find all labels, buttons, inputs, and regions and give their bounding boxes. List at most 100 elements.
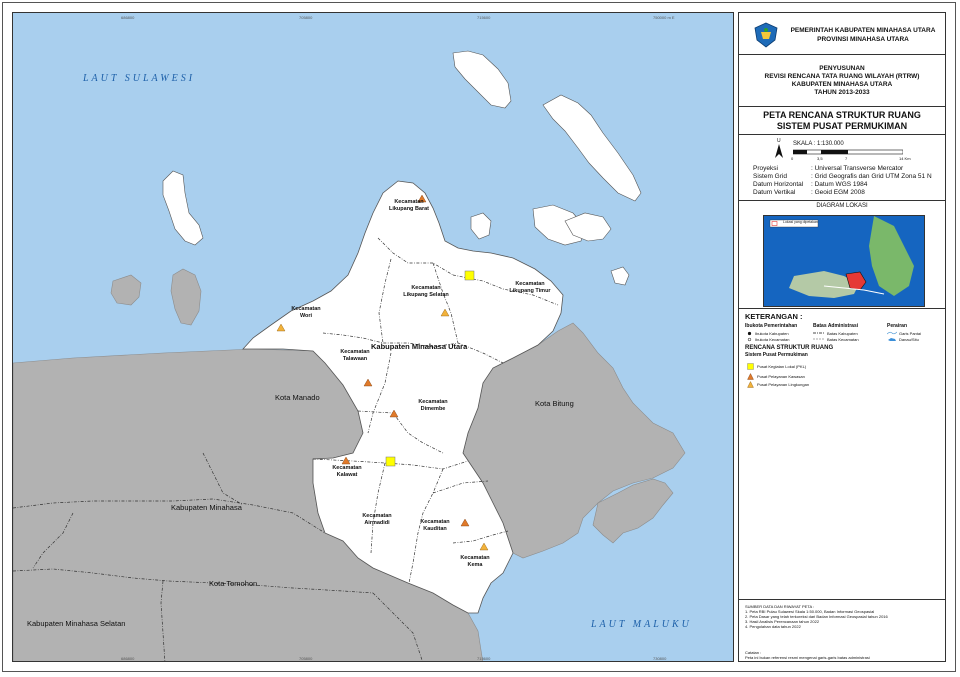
batas-title: Batas Administrasi xyxy=(813,323,859,329)
regency-emblem-icon xyxy=(754,22,778,48)
region-label: Kabupaten Minahasa Utara xyxy=(371,342,468,351)
minahasa-utara-land xyxy=(242,180,564,614)
sea-label-east: LAUT MALUKU xyxy=(591,619,692,630)
legend-section: KETERANGAN : Ibukota Pemerintahan Ibukot… xyxy=(739,309,945,599)
rencana-item-label: Pusat Kegiatan Lokal (PKL) xyxy=(757,364,807,369)
rencana-subtitle: Sistem Pusat Permukiman xyxy=(745,352,808,358)
map-info-panel: PEMERINTAH KABUPATEN MINAHASA UTARA PROV… xyxy=(738,12,946,662)
project-section: PENYUSUNAN REVISI RENCANA TATA RUANG WIL… xyxy=(739,55,945,107)
ibukota-item-label: Ibukota Kecamatan xyxy=(755,337,790,342)
neighbor-label-kota-manado: Kota Manado xyxy=(275,393,320,402)
penyusunan-label: PENYUSUNAN xyxy=(819,65,865,72)
lake-icon xyxy=(888,338,896,341)
batas-item-label: Batas Kecamatan xyxy=(827,337,859,342)
northern-islands xyxy=(162,50,642,286)
regency-boundary-icon xyxy=(813,332,825,334)
map-title-line-2: SISTEM PUSAT PERMUKIMAN xyxy=(776,121,908,131)
district-label-wori: Kecamatan Wori xyxy=(291,306,321,319)
district-label-likupang-selatan: Kecamatan Likupang Selatan xyxy=(403,285,449,298)
source-item: 1. Peta RBI Pulau Sulawesi Skala 1:50.00… xyxy=(745,609,875,614)
info-value: : Datum WGS 1984 xyxy=(811,181,868,188)
info-key: Proyeksi xyxy=(753,165,778,172)
batas-item-label: Batas Kabupaten xyxy=(827,331,858,336)
north-letter: U xyxy=(777,138,781,144)
location-diagram-section: DIAGRAM LOKASI Lokasi yang dipetakan xyxy=(739,201,945,309)
district-label-kema: Kecamatan Kema xyxy=(460,555,490,568)
district-label-airmadidi: Kecamatan Airmadidi xyxy=(362,513,392,526)
coastline-icon xyxy=(887,331,897,335)
scale-text: SKALA : 1:130.000 xyxy=(793,141,844,147)
coord-bottom-1: 686800 xyxy=(121,656,135,661)
pkl-markers xyxy=(385,270,475,467)
info-value: : Geoid EGM 2008 xyxy=(811,189,865,196)
coord-top-2: 705800 xyxy=(299,15,313,20)
district-boundaries xyxy=(312,237,559,584)
map-frame[interactable]: 686800 705800 715600 750000 m E 686800 7… xyxy=(12,12,734,662)
project-line-1: REVISI RENCANA TATA RUANG WILAYAH (RTRW) xyxy=(764,73,920,80)
project-line-3: TAHUN 2013-2033 xyxy=(814,89,870,96)
scale-tick-3: 14 Km xyxy=(899,156,911,161)
diagram-legend-label: Lokasi yang dipetakan xyxy=(783,220,818,224)
coord-top-4: 750000 m E xyxy=(653,15,675,20)
map-title-line-1: PETA RENCANA STRUKTUR RUANG xyxy=(763,110,921,120)
info-key: Datum Vertikal xyxy=(753,189,796,196)
neighbor-label-kota-tomohon: Kota Tomohon xyxy=(209,579,258,588)
ppl-triangle-icon xyxy=(747,381,754,388)
north-arrow-icon xyxy=(775,144,783,158)
sources-title: SUMBER DATA DAN RIWAYAT PETA : xyxy=(745,604,815,609)
sources-section: SUMBER DATA DAN RIWAYAT PETA : 1. Peta R… xyxy=(739,599,945,663)
agency-name-line-1: PEMERINTAH KABUPATEN MINAHASA UTARA xyxy=(790,27,936,34)
ibukota-item-label: Ibukota Kabupaten xyxy=(755,331,789,336)
ibukota-title: Ibukota Pemerintahan xyxy=(745,323,798,329)
location-diagram-map xyxy=(763,215,925,307)
projection-info: Proyeksi: Universal Transverse Mercator … xyxy=(753,165,943,197)
district-label-likupang-barat: Kecamatan Likupang Barat xyxy=(388,199,430,212)
neighbor-label-kabupaten-minahasa: Kabupaten Minahasa xyxy=(171,503,242,512)
scale-tick-0: 0 xyxy=(791,156,794,161)
rencana-item-label: Pusat Pelayanan Lingkungan xyxy=(757,382,810,387)
neighbor-label-kabupaten-minahasa-selatan: Kabupaten Minahasa Selatan xyxy=(27,619,126,628)
source-item: 4. Pengolahan data tahun 2022 xyxy=(745,624,801,629)
map-canvas xyxy=(13,13,733,661)
map-title-section: PETA RENCANA STRUKTUR RUANG SISTEM PUSAT… xyxy=(739,107,945,135)
sea-label-north: LAUT SULAWESI xyxy=(83,73,196,84)
scale-bar xyxy=(793,149,903,155)
coord-bottom-2: 705800 xyxy=(299,656,313,661)
perairan-item-label: Danau/Situ xyxy=(899,337,919,342)
neighbor-land xyxy=(13,268,686,661)
info-row: Sistem Grid: Grid Geografis dan Grid UTM… xyxy=(753,173,943,181)
info-value: : Universal Transverse Mercator xyxy=(811,165,904,172)
perairan-item-label: Garis Pantai xyxy=(899,331,922,336)
diagram-title: DIAGRAM LOKASI xyxy=(816,203,868,209)
coord-top-3: 715600 xyxy=(477,15,491,20)
district-label-talawaan: Kecamatan Talawaan xyxy=(340,349,370,362)
pkl-square-icon xyxy=(747,363,754,370)
info-key: Datum Horizontal xyxy=(753,181,804,188)
coord-top-1: 686800 xyxy=(121,15,135,20)
district-label-dimembe: Kecamatan Dimembe xyxy=(418,399,448,412)
coord-bottom-4: 730800 xyxy=(653,656,667,661)
info-row: Proyeksi : Universal Transverse Mercator xyxy=(753,165,943,173)
perairan-title: Perairan xyxy=(887,323,908,329)
project-line-2: KABUPATEN MINAHASA UTARA xyxy=(791,81,893,88)
source-item: 3. Hasil Analisis Perencanaan tahun 2022 xyxy=(745,619,820,624)
scale-tick-1: 3,5 xyxy=(817,156,823,161)
capital-regency-icon xyxy=(747,331,752,336)
source-item: 2. Peta Dasar yang telah terkoreksi dari… xyxy=(745,614,888,619)
district-label-likupang-timur: Kecamatan Likupang Timur xyxy=(509,281,551,294)
legend-title: KETERANGAN : xyxy=(745,312,803,321)
district-label-kalawat: Kecamatan Kalawat xyxy=(332,465,362,478)
note-title: Catatan : xyxy=(745,650,762,655)
info-value: : Grid Geografis dan Grid UTM Zona 51 N xyxy=(811,173,932,180)
ppl-markers xyxy=(276,308,489,551)
rencana-item-label: Pusat Pelayanan Kawasan xyxy=(757,374,805,379)
district-boundary-icon xyxy=(813,338,825,340)
district-label-kauditan: Kecamatan Kauditan xyxy=(420,519,450,532)
coord-bottom-3: 715600 xyxy=(477,656,491,661)
note-text: Peta ini bukan referensi resmi mengenai … xyxy=(745,655,870,660)
ppk-triangle-icon xyxy=(747,373,754,380)
neighbor-label-kota-bitung: Kota Bitung xyxy=(535,399,574,408)
agency-header: PEMERINTAH KABUPATEN MINAHASA UTARA PROV… xyxy=(739,13,945,55)
regency-boundaries xyxy=(13,452,423,661)
scale-projection-section: U SKALA : 1:130.000 0 3,5 7 14 Km Proyek… xyxy=(739,135,945,201)
